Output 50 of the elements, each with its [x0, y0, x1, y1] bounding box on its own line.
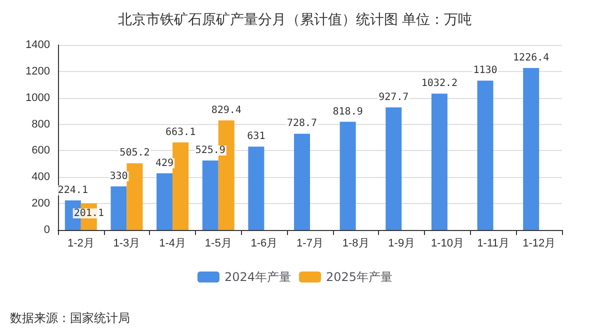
data-label: 1226.4 — [513, 52, 550, 64]
bar — [386, 107, 402, 230]
y-tick-label: 1000 — [26, 92, 50, 104]
y-tick-label: 1200 — [26, 65, 50, 78]
x-tick-label: 1-8月 — [342, 238, 370, 250]
bar — [126, 163, 143, 230]
bar — [248, 146, 264, 230]
data-label: 1032.2 — [421, 78, 458, 90]
data-label: 631 — [247, 131, 266, 142]
data-label: 1130 — [473, 65, 498, 76]
data-label: 818.9 — [332, 106, 363, 118]
x-tick-label: 1-11月 — [477, 238, 510, 250]
bar — [294, 134, 310, 230]
x-tick-label: 1-12月 — [522, 238, 556, 250]
bar — [202, 160, 218, 230]
data-label: 525.9 — [195, 145, 226, 156]
x-tick-label: 1-9月 — [388, 238, 416, 250]
y-tick-label: 0 — [44, 224, 50, 236]
bar — [172, 142, 189, 230]
bar — [156, 173, 173, 230]
x-tick-label: 1-5月 — [204, 238, 232, 250]
y-tick-label: 800 — [32, 118, 50, 130]
bar — [477, 80, 494, 230]
x-tick-label: 1-6月 — [250, 238, 278, 250]
bar — [523, 68, 540, 230]
data-label: 201.1 — [74, 208, 104, 219]
y-tick-label: 400 — [32, 171, 50, 184]
data-label: 330 — [110, 170, 128, 182]
legend-label: 2024年产量 — [224, 270, 292, 284]
x-tick-label: 1-4月 — [159, 238, 186, 250]
x-tick-label: 1-7月 — [296, 238, 324, 250]
data-label: 728.7 — [286, 118, 318, 130]
data-label: 927.7 — [378, 92, 409, 103]
data-label: 429 — [156, 158, 174, 169]
y-tick-label: 200 — [32, 198, 50, 210]
legend-label: 2025年产量 — [326, 270, 393, 284]
data-label: 224.1 — [58, 184, 88, 196]
y-tick-label: 1400 — [26, 39, 50, 51]
chart-title: 北京市铁矿石原矿产量分月（累计值）统计图 单位：万吨 — [118, 12, 472, 28]
y-tick-label: 600 — [32, 144, 50, 157]
bar — [340, 122, 356, 230]
data-label: 663.1 — [165, 126, 196, 138]
bar — [110, 186, 127, 230]
bar — [431, 94, 448, 230]
data-label: 505.2 — [120, 148, 150, 159]
x-tick-label: 1-2月 — [67, 238, 94, 250]
data-label: 829.4 — [211, 104, 242, 116]
x-tick-label: 1-3月 — [113, 238, 140, 250]
x-tick-label: 1-10月 — [430, 238, 464, 250]
source-note: 数据来源：国家统计局 — [10, 311, 130, 325]
